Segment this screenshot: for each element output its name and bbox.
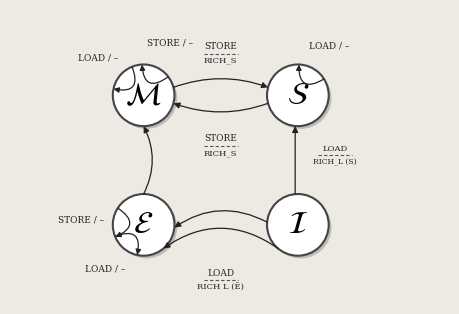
FancyArrowPatch shape [115, 234, 140, 254]
Text: RICH_L (S): RICH_L (S) [313, 158, 356, 166]
Text: $\mathcal{M}$: $\mathcal{M}$ [125, 81, 162, 110]
Text: STORE: STORE [204, 134, 237, 143]
Text: $\mathcal{I}$: $\mathcal{I}$ [287, 210, 307, 239]
Text: $\mathcal{E}$: $\mathcal{E}$ [133, 210, 153, 239]
Circle shape [115, 67, 177, 129]
Circle shape [266, 64, 328, 126]
Text: RICH_S: RICH_S [203, 57, 237, 64]
FancyArrowPatch shape [174, 103, 268, 112]
Text: LOAD / –: LOAD / – [78, 54, 118, 62]
Circle shape [269, 197, 331, 258]
FancyArrowPatch shape [115, 67, 135, 92]
Text: RICH_S: RICH_S [203, 149, 237, 157]
Text: RICH L (Ē): RICH L (Ē) [197, 283, 244, 291]
FancyArrowPatch shape [296, 66, 323, 84]
FancyArrowPatch shape [164, 228, 277, 248]
Circle shape [115, 197, 177, 258]
FancyArrowPatch shape [143, 127, 152, 194]
Text: STORE: STORE [204, 42, 237, 51]
Text: STORE / –: STORE / – [147, 39, 193, 48]
Text: STORE / –: STORE / – [57, 215, 103, 225]
Circle shape [266, 194, 328, 256]
Text: LOAD: LOAD [322, 145, 347, 153]
Text: LOAD / –: LOAD / – [84, 264, 125, 273]
Text: LOAD / –: LOAD / – [308, 41, 348, 50]
FancyArrowPatch shape [116, 208, 129, 236]
Circle shape [112, 194, 174, 256]
Circle shape [112, 64, 174, 126]
Text: LOAD: LOAD [207, 268, 234, 278]
FancyArrowPatch shape [292, 127, 297, 194]
Circle shape [269, 67, 331, 129]
FancyArrowPatch shape [140, 66, 168, 84]
Text: $\mathcal{S}$: $\mathcal{S}$ [286, 81, 308, 110]
FancyArrowPatch shape [175, 211, 267, 227]
FancyArrowPatch shape [173, 79, 266, 88]
